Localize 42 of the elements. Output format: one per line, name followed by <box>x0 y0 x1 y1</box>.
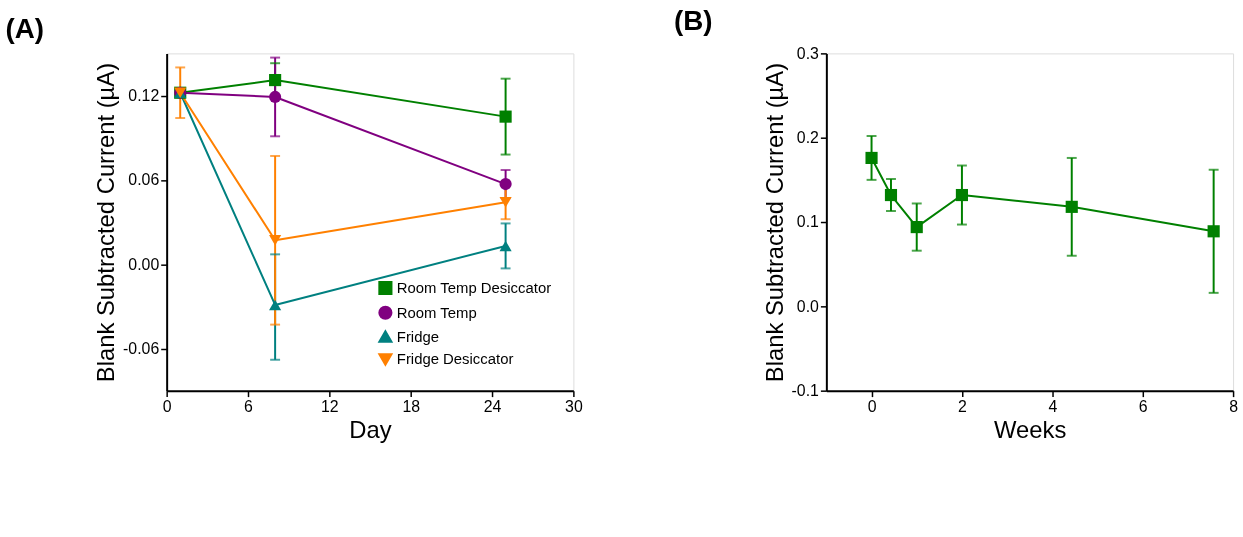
x-tick-label: 6 <box>244 398 254 415</box>
legend-label: Fridge <box>396 328 439 345</box>
point <box>955 188 968 202</box>
y-tick-label: 0.0 <box>796 297 820 315</box>
y-tick-label: -0.06 <box>123 339 160 357</box>
legend-label: Room Temp <box>396 304 477 321</box>
y-tick-label: 0.06 <box>128 171 160 189</box>
x-tick-label: 12 <box>321 398 339 415</box>
chart-title: (A) <box>5 12 45 44</box>
y-tick-label: 0.00 <box>128 255 160 273</box>
point <box>1065 200 1078 213</box>
y-tick-label: 0.3 <box>796 44 820 62</box>
point <box>1207 225 1220 238</box>
x-tick-label: 0 <box>162 398 172 415</box>
x-tick-label: 8 <box>1229 398 1239 415</box>
y-axis-title: Blank Subtracted Current (µA) <box>92 62 120 383</box>
x-tick-label: 18 <box>402 398 421 415</box>
legend-label: Room Temp Desiccator <box>396 279 552 296</box>
x-tick-label: 0 <box>867 398 877 415</box>
x-tick-label: 4 <box>1048 398 1058 415</box>
y-tick-label: 0.12 <box>128 87 160 104</box>
point <box>269 74 282 87</box>
x-tick-label: 24 <box>483 398 502 415</box>
point <box>865 151 878 165</box>
x-tick-label: 30 <box>565 398 583 415</box>
point <box>499 110 512 123</box>
y-axis-title: Blank Subtracted Current (µA) <box>760 62 788 383</box>
point <box>269 299 282 311</box>
x-tick-label: 6 <box>1138 398 1148 415</box>
x-tick-label: 2 <box>958 398 968 415</box>
y-tick-label: 0.1 <box>796 213 820 231</box>
point <box>499 240 512 252</box>
point <box>884 188 898 202</box>
x-axis-title: Weeks <box>994 415 1067 443</box>
y-tick-label: -0.1 <box>791 382 820 400</box>
legend-label: Fridge Desiccator <box>396 351 514 368</box>
x-axis-title: Day <box>349 415 392 443</box>
point <box>499 178 512 191</box>
y-tick-label: 0.2 <box>796 129 820 147</box>
chart-title: (B) <box>674 4 713 36</box>
point <box>910 221 923 234</box>
point <box>269 90 282 104</box>
